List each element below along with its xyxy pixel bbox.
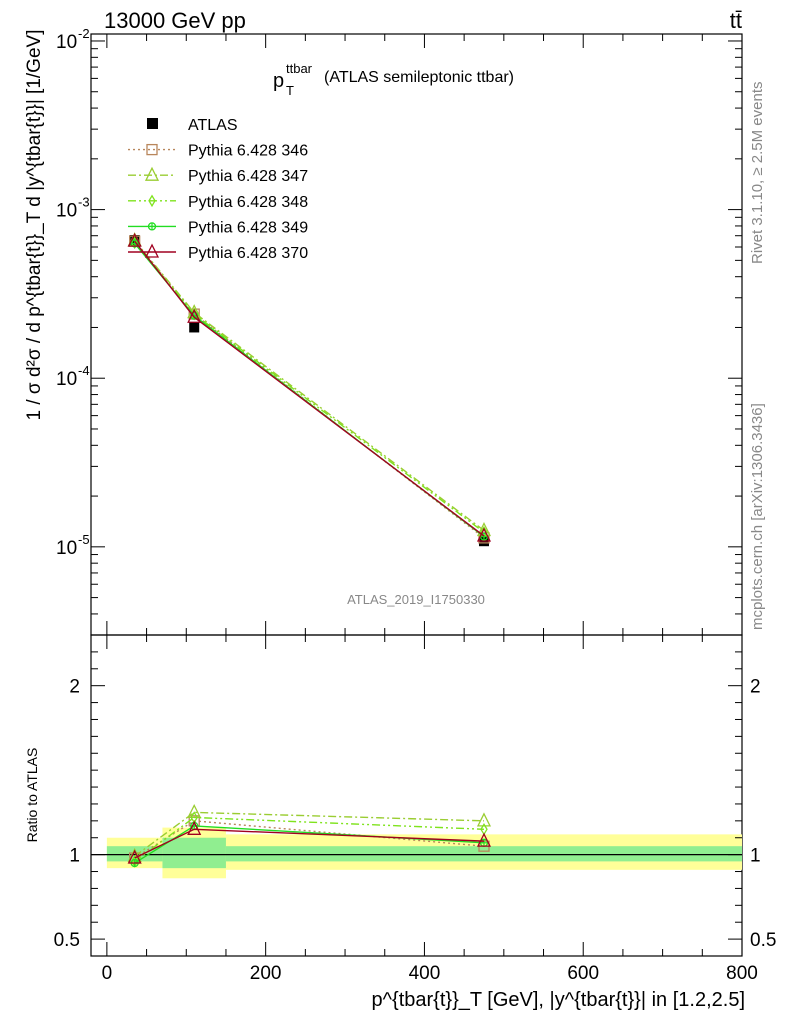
series-p347 <box>127 232 492 537</box>
header-left: 13000 GeV pp <box>104 8 246 33</box>
title-rest: (ATLAS semileptonic ttbar) <box>324 69 514 86</box>
series-p370 <box>127 232 492 542</box>
legend-entry: Pythia 6.428 349 <box>128 219 308 236</box>
data-point-triangle <box>187 820 202 835</box>
x-axis-label: p^{tbar{t}}_T [GeV], |y^{tbar{t}}| in [1… <box>372 989 746 1011</box>
legend: ATLAS Pythia 6.428 346 Pythia 6.428 347 Pyt… <box>128 117 308 262</box>
data-point-diamond <box>130 236 139 250</box>
x-tick-label: 200 <box>250 963 282 984</box>
data-point <box>189 322 200 333</box>
legend-label: Pythia 6.428 349 <box>188 219 308 236</box>
series-line <box>134 240 485 532</box>
data-point-diamond <box>148 194 156 208</box>
legend-label: ATLAS <box>188 117 238 134</box>
lower-y-axis-label: Ratio to ATLAS <box>24 748 40 843</box>
data-point-triangle <box>144 166 160 181</box>
ratio-series-line <box>134 816 485 862</box>
uncertainty-band-inner <box>162 837 226 869</box>
legend-entry: Pythia 6.428 348 <box>128 194 308 211</box>
y-tick-label-exponent: -2 <box>78 26 90 41</box>
data-point-triangle <box>144 243 160 258</box>
ratio-tick-label-left: 2 <box>69 677 80 698</box>
x-tick-label: 600 <box>567 963 599 984</box>
legend-entry: Pythia 6.428 370 <box>128 243 308 262</box>
data-point-triangle <box>187 308 202 323</box>
data-point-triangle <box>476 812 492 827</box>
ratio-tick-label-left: 1 <box>69 846 80 867</box>
data-point-triangle <box>476 527 492 542</box>
data-point-triangle <box>127 849 142 864</box>
rivet-label: Rivet 3.1.10, ≥ 2.5M events <box>749 82 766 265</box>
series-line <box>134 242 485 533</box>
analysis-id: ATLAS_2019_I1750330 <box>347 592 485 607</box>
uncertainty-band-inner <box>225 846 743 862</box>
data-point-circle <box>147 222 157 231</box>
legend-label: Pythia 6.428 346 <box>188 143 308 160</box>
legend-entry: Pythia 6.428 346 <box>128 143 308 160</box>
ratio-tick-label-right: 1 <box>750 846 761 867</box>
ratio-tick-label-left: 0.5 <box>54 930 80 951</box>
ratio-series-p370 <box>127 820 492 864</box>
y-tick-label: 10 <box>56 369 77 390</box>
lower-y-ticks: 0.5 0.5 1 1 2 2 <box>54 634 776 957</box>
series-p348 <box>130 236 488 539</box>
lower-series <box>127 803 492 868</box>
series-line <box>134 240 485 537</box>
y-tick-label: 10 <box>56 32 77 53</box>
data-point-square <box>146 143 158 156</box>
upper-series <box>127 232 492 547</box>
legend-swatch <box>147 118 158 129</box>
ratio-tick-label-right: 2 <box>750 677 761 698</box>
legend-label: Pythia 6.428 348 <box>188 194 308 211</box>
y-tick-label-exponent: -5 <box>78 532 90 547</box>
ratio-bands <box>106 827 743 879</box>
ratio-series-line <box>134 828 485 859</box>
data-point-triangle <box>476 832 492 847</box>
title-main: p <box>273 70 284 92</box>
series-p349 <box>130 239 489 541</box>
y-tick-label-exponent: -4 <box>78 363 90 378</box>
y-tick-label: 10 <box>56 538 77 559</box>
upper-y-ticks: 10-510-410-310-2 <box>56 26 742 636</box>
x-tick-label: 400 <box>409 963 441 984</box>
x-tick-label: 800 <box>726 963 758 984</box>
legend-entry: Pythia 6.428 347 <box>128 166 308 185</box>
y-tick-label: 10 <box>56 201 77 222</box>
legend-label: Pythia 6.428 347 <box>188 168 308 185</box>
data-point-triangle <box>187 803 202 819</box>
plot-title: p T ttbar (ATLAS semileptonic ttbar) <box>273 61 514 98</box>
header-right: tt̄ <box>730 8 742 33</box>
title-sub: T <box>286 83 294 98</box>
title-sup: ttbar <box>286 61 313 76</box>
x-tick-label: 0 <box>102 963 113 984</box>
y-tick-label-exponent: -3 <box>78 195 90 210</box>
legend-label: Pythia 6.428 370 <box>188 245 308 262</box>
data-point-triangle <box>127 232 142 247</box>
x-ticks: 0 200 400 600 800 <box>102 34 758 984</box>
ratio-tick-label-right: 0.5 <box>750 930 776 951</box>
lower-frame <box>90 634 743 957</box>
upper-y-axis-label: 1 / σ d²σ / d p^{tbar{t}}_T d |y^{tbar{t… <box>24 30 45 421</box>
mcplots-label: mcplots.cern.ch [arXiv:1306.3436] <box>749 403 766 630</box>
ratio-series-line <box>134 811 485 857</box>
legend-entry: ATLAS <box>147 117 238 134</box>
series-p346 <box>129 235 490 544</box>
